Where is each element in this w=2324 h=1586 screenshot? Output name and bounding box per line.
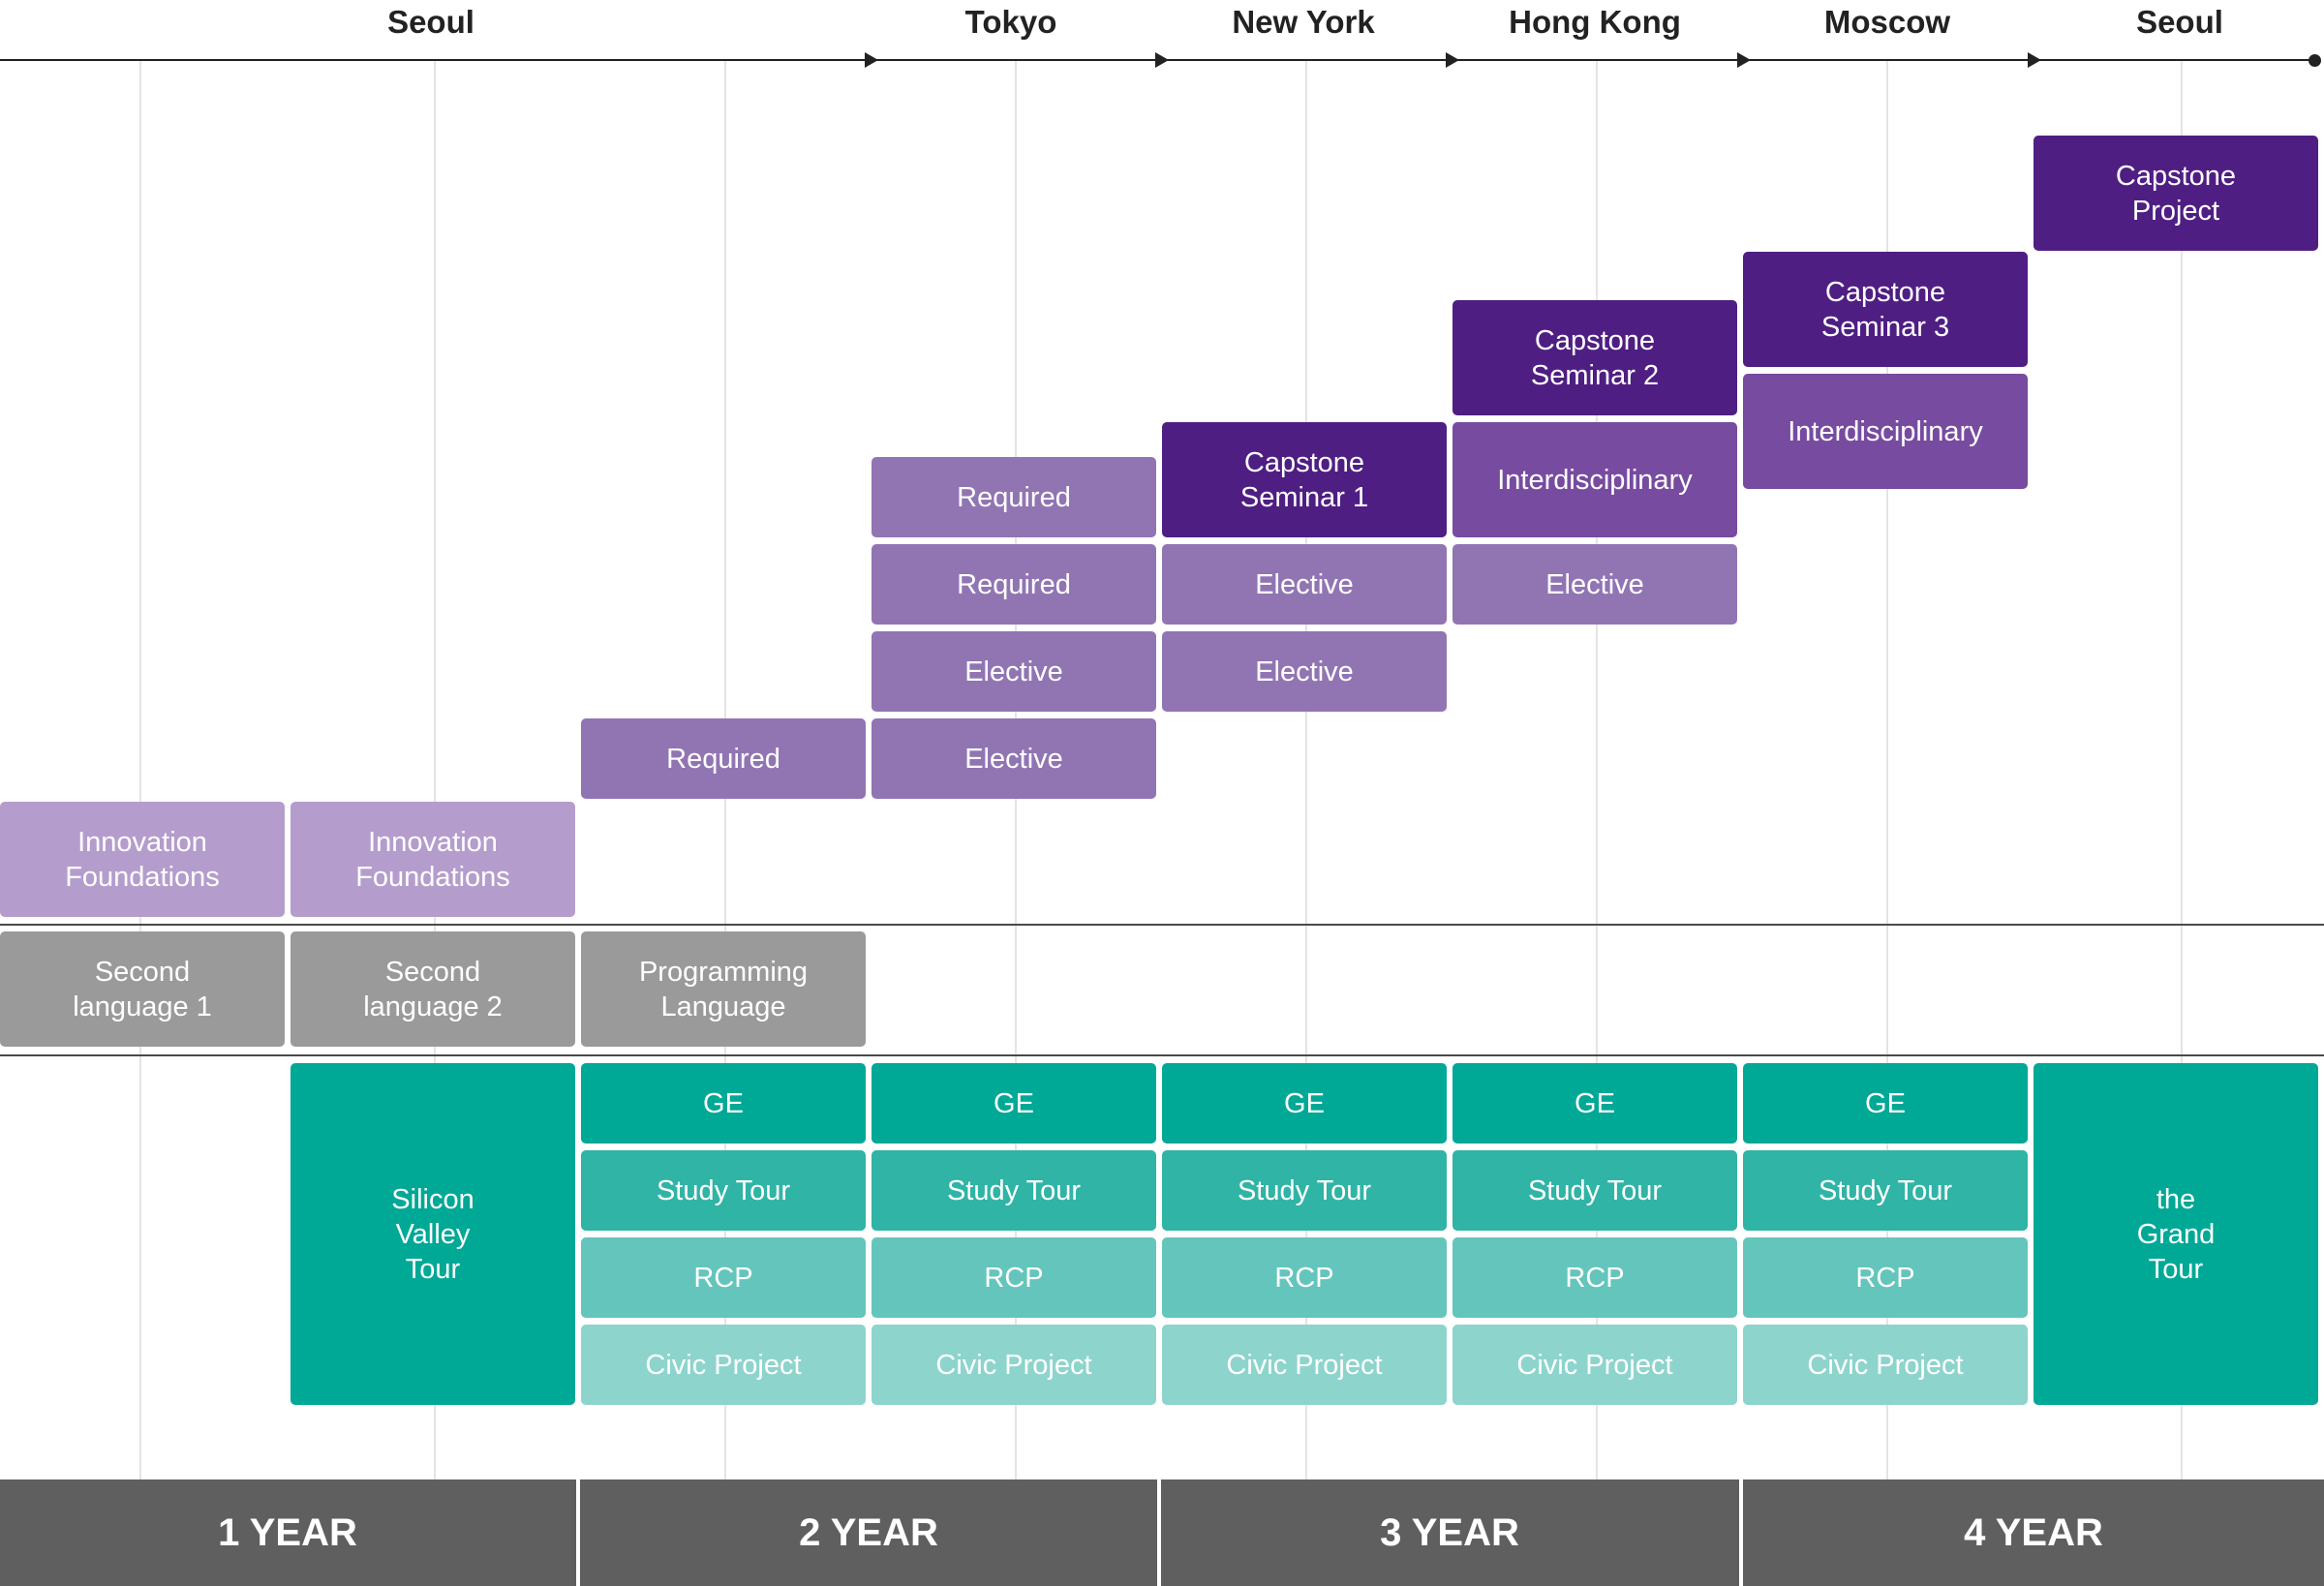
innovation-foundations-block: Innovation Foundations — [290, 802, 575, 917]
capstone-project-block: Capstone Project — [2034, 136, 2318, 251]
grand-tour-block: the Grand Tour — [2034, 1063, 2318, 1405]
city-label-seoul-start: Seoul — [387, 4, 474, 40]
year-divider — [1739, 1479, 1743, 1586]
year-divider — [576, 1479, 580, 1586]
elective-block: Elective — [1162, 631, 1447, 712]
ge-block: GE — [872, 1063, 1156, 1144]
silicon-valley-tour-block: Silicon Valley Tour — [290, 1063, 575, 1405]
interdisciplinary-block: Interdisciplinary — [1452, 422, 1737, 537]
city-label-hong-kong: Hong Kong — [1509, 4, 1681, 40]
civic-project-block: Civic Project — [1743, 1325, 2028, 1405]
section-separator — [0, 924, 2324, 926]
interdisciplinary-block: Interdisciplinary — [1743, 374, 2028, 489]
rcp-block: RCP — [1452, 1237, 1737, 1318]
year-label-2: 2 YEAR — [799, 1510, 938, 1554]
city-label-new-york: New York — [1232, 4, 1375, 40]
rcp-block: RCP — [1743, 1237, 2028, 1318]
timeline-arrow-icon — [865, 52, 878, 68]
ge-block: GE — [1162, 1063, 1447, 1144]
gridline — [139, 60, 141, 1479]
rcp-block: RCP — [872, 1237, 1156, 1318]
city-label-moscow: Moscow — [1823, 4, 1951, 40]
year-label-4: 4 YEAR — [1964, 1510, 2103, 1554]
required-block: Required — [581, 718, 866, 799]
section-separator — [0, 1054, 2324, 1056]
programming-language-block: Programming Language — [581, 931, 866, 1047]
civic-project-block: Civic Project — [872, 1325, 1156, 1405]
innovation-foundations-block: Innovation Foundations — [0, 802, 285, 917]
timeline-arrow-icon — [1446, 52, 1459, 68]
gridline — [1596, 60, 1598, 1479]
required-block: Required — [872, 544, 1156, 625]
ge-block: GE — [1743, 1063, 2028, 1144]
civic-project-block: Civic Project — [1452, 1325, 1737, 1405]
gridline — [434, 60, 436, 1479]
gridline — [1305, 60, 1307, 1479]
study-tour-block: Study Tour — [1452, 1150, 1737, 1231]
second-language-1-block: Second language 1 — [0, 931, 285, 1047]
elective-block: Elective — [1162, 544, 1447, 625]
study-tour-block: Study Tour — [1743, 1150, 2028, 1231]
study-tour-block: Study Tour — [1162, 1150, 1447, 1231]
elective-block: Elective — [1452, 544, 1737, 625]
ge-block: GE — [581, 1063, 866, 1144]
elective-block: Elective — [872, 631, 1156, 712]
capstone-seminar-2-block: Capstone Seminar 2 — [1452, 300, 1737, 415]
capstone-seminar-1-block: Capstone Seminar 1 — [1162, 422, 1447, 537]
timeline-arrow-icon — [1155, 52, 1169, 68]
elective-block: Elective — [872, 718, 1156, 799]
year-label-1: 1 YEAR — [218, 1510, 357, 1554]
timeline-end-dot-icon — [2309, 54, 2321, 67]
study-tour-block: Study Tour — [581, 1150, 866, 1231]
study-tour-block: Study Tour — [872, 1150, 1156, 1231]
second-language-2-block: Second language 2 — [290, 931, 575, 1047]
civic-project-block: Civic Project — [581, 1325, 866, 1405]
capstone-seminar-3-block: Capstone Seminar 3 — [1743, 252, 2028, 367]
timeline-arrow-icon — [1737, 52, 1751, 68]
rcp-block: RCP — [581, 1237, 866, 1318]
year-divider — [1157, 1479, 1161, 1586]
city-label-tokyo: Tokyo — [964, 4, 1057, 40]
rcp-block: RCP — [1162, 1237, 1447, 1318]
gridline — [1886, 60, 1888, 1479]
gridline — [2181, 60, 2183, 1479]
required-block: Required — [872, 457, 1156, 537]
civic-project-block: Civic Project — [1162, 1325, 1447, 1405]
year-bar-background — [0, 1479, 2324, 1586]
year-label-3: 3 YEAR — [1380, 1510, 1519, 1554]
ge-block: GE — [1452, 1063, 1737, 1144]
city-label-seoul-end: Seoul — [2136, 4, 2223, 40]
timeline-arrow-icon — [2028, 52, 2041, 68]
